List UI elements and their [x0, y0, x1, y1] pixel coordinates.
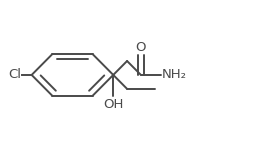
Text: OH: OH [103, 98, 123, 111]
Text: O: O [136, 41, 146, 54]
Text: Cl: Cl [8, 68, 21, 81]
Text: NH₂: NH₂ [162, 68, 187, 81]
